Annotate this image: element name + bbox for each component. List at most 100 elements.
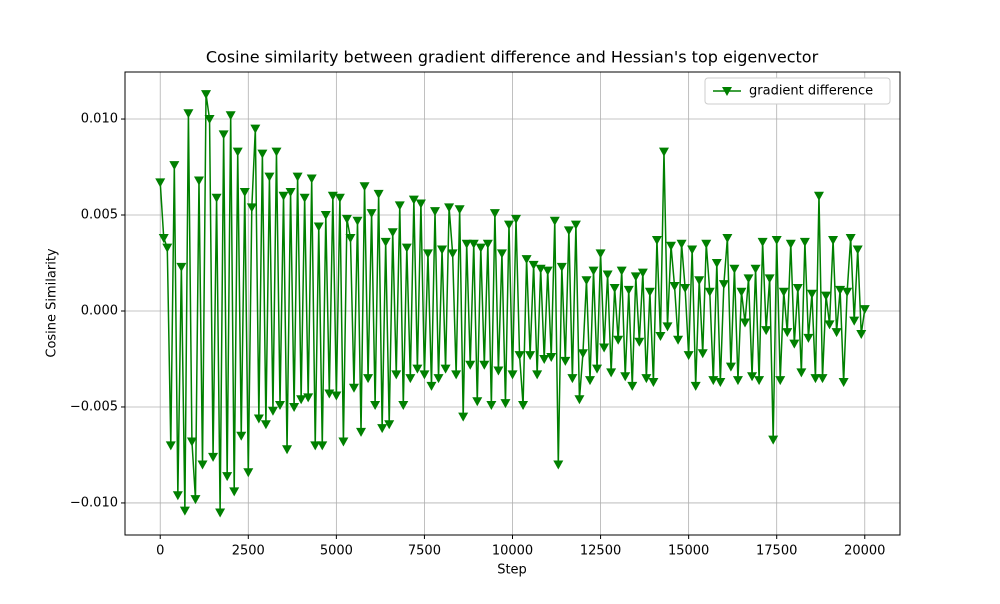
marker xyxy=(482,239,493,249)
marker xyxy=(479,360,490,370)
marker xyxy=(658,147,669,157)
marker xyxy=(849,316,860,326)
marker xyxy=(718,280,729,290)
marker xyxy=(676,239,687,249)
plot-frame xyxy=(124,71,901,536)
marker xyxy=(356,427,367,437)
marker xyxy=(810,374,821,384)
marker xyxy=(813,191,824,201)
marker xyxy=(292,172,303,182)
marker xyxy=(792,283,803,293)
marker xyxy=(831,328,842,338)
marker xyxy=(711,258,722,268)
marker xyxy=(743,274,754,284)
marker xyxy=(750,264,761,274)
marker xyxy=(697,349,708,359)
marker xyxy=(465,360,476,370)
marker xyxy=(391,370,402,380)
marker xyxy=(648,378,659,388)
marker xyxy=(208,452,219,462)
marker xyxy=(503,220,514,230)
x-tick-label: 5000 xyxy=(320,544,353,559)
marker xyxy=(433,374,444,384)
marker xyxy=(768,435,779,445)
marker xyxy=(169,161,180,171)
marker xyxy=(334,193,345,203)
marker xyxy=(518,401,529,411)
marker xyxy=(757,237,768,247)
marker xyxy=(845,234,856,244)
marker xyxy=(838,378,849,388)
marker xyxy=(155,178,166,188)
marker xyxy=(581,276,592,286)
marker xyxy=(528,260,539,270)
marker xyxy=(761,326,772,336)
marker xyxy=(229,487,240,497)
marker xyxy=(243,468,254,478)
marker xyxy=(782,328,793,338)
marker xyxy=(486,401,497,411)
marker xyxy=(271,147,282,157)
marker xyxy=(690,381,701,391)
marker xyxy=(736,287,747,297)
marker xyxy=(852,245,863,255)
marker xyxy=(253,414,264,424)
marker xyxy=(856,330,867,340)
marker xyxy=(539,354,550,364)
marker xyxy=(215,508,226,518)
marker xyxy=(246,203,257,213)
marker xyxy=(496,249,507,259)
marker xyxy=(655,331,666,341)
marker xyxy=(338,437,349,447)
marker xyxy=(172,491,183,501)
marker xyxy=(715,378,726,388)
marker xyxy=(789,339,800,349)
marker xyxy=(225,111,236,121)
marker xyxy=(444,203,455,213)
marker xyxy=(764,274,775,284)
marker xyxy=(348,383,359,393)
marker xyxy=(549,216,560,226)
marker xyxy=(278,191,289,201)
marker xyxy=(669,282,680,292)
marker xyxy=(666,241,677,251)
marker xyxy=(680,283,691,293)
x-tick-label: 7500 xyxy=(408,544,441,559)
marker xyxy=(430,207,440,217)
legend-label: gradient difference xyxy=(749,84,873,99)
marker xyxy=(260,420,271,430)
marker xyxy=(799,237,810,247)
marker xyxy=(602,270,613,280)
marker xyxy=(461,239,472,249)
marker xyxy=(704,287,715,297)
marker xyxy=(493,366,504,376)
x-tick-label: 12500 xyxy=(580,544,621,559)
y-axis-label: Cosine Similarity xyxy=(45,248,60,358)
marker xyxy=(771,235,782,245)
marker xyxy=(592,364,603,374)
marker xyxy=(370,401,381,411)
marker xyxy=(609,283,620,293)
marker xyxy=(363,374,374,384)
marker xyxy=(394,201,405,211)
marker xyxy=(754,376,765,386)
marker xyxy=(687,245,698,255)
marker xyxy=(673,335,684,345)
marker xyxy=(489,209,500,219)
marker xyxy=(821,291,832,301)
marker xyxy=(451,370,462,380)
marker xyxy=(267,406,278,416)
marker xyxy=(595,249,606,259)
marker xyxy=(525,351,536,361)
marker xyxy=(511,214,522,224)
marker xyxy=(447,249,458,259)
x-tick-label: 20000 xyxy=(844,544,885,559)
marker xyxy=(250,124,261,134)
marker xyxy=(725,362,736,372)
marker xyxy=(313,222,324,232)
marker xyxy=(186,437,197,447)
marker xyxy=(778,287,789,297)
marker xyxy=(828,235,839,245)
marker xyxy=(239,187,250,197)
